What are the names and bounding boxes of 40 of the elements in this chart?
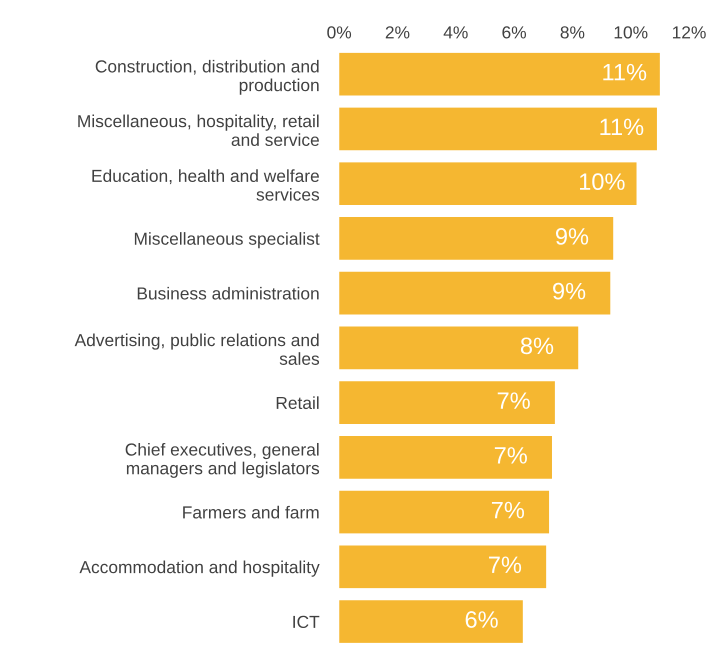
y-tick-label: Business administration [138, 286, 319, 300]
data-label: 8% [520, 338, 554, 354]
data-label: 10% [580, 173, 625, 190]
y-tick-label: Chief executives, general managers and legislators [126, 442, 320, 478]
bar [339, 490, 550, 534]
y-tick-label: Miscellaneous specialist [134, 232, 320, 248]
data-label: 6% [466, 611, 498, 628]
y-tick-label: Accommodation and hospitality [79, 560, 320, 577]
data-label: 11% [600, 118, 644, 136]
bar [339, 381, 555, 424]
x-tick-label: 8% [560, 26, 584, 39]
data-label: 9% [553, 282, 586, 300]
bar [339, 108, 657, 150]
y-tick-label: Education, health and welfare services [92, 169, 320, 201]
bar [339, 436, 552, 479]
data-label: 11% [603, 64, 646, 80]
data-label: 7% [494, 447, 527, 464]
y-tick-label: Advertising, public relations and sales [74, 333, 320, 365]
y-tick-label: ICT [293, 616, 320, 628]
x-tick-label: 10% [614, 26, 648, 39]
bar [339, 545, 546, 588]
y-tick-label: Construction, distribution and production [96, 60, 319, 95]
data-label: 7% [498, 392, 530, 409]
data-label: 9% [556, 228, 588, 245]
bar [339, 162, 637, 206]
x-tick-label: 6% [502, 26, 526, 39]
x-tick-label: 4% [444, 26, 468, 38]
y-tick-label: Miscellaneous, hospitality, retail and service [78, 114, 319, 146]
y-tick-label: Farmers and farm [183, 506, 319, 519]
bar [339, 326, 578, 370]
bar [339, 52, 660, 96]
x-tick-label: 0% [327, 26, 352, 39]
data-label: 7% [489, 556, 522, 574]
y-tick-label: Retail [276, 396, 319, 410]
bar [339, 217, 614, 260]
x-tick-label: 2% [386, 26, 410, 38]
bar [339, 272, 610, 314]
data-label: 7% [492, 502, 524, 518]
x-tick-label: 12% [672, 26, 706, 38]
bar [339, 600, 523, 643]
